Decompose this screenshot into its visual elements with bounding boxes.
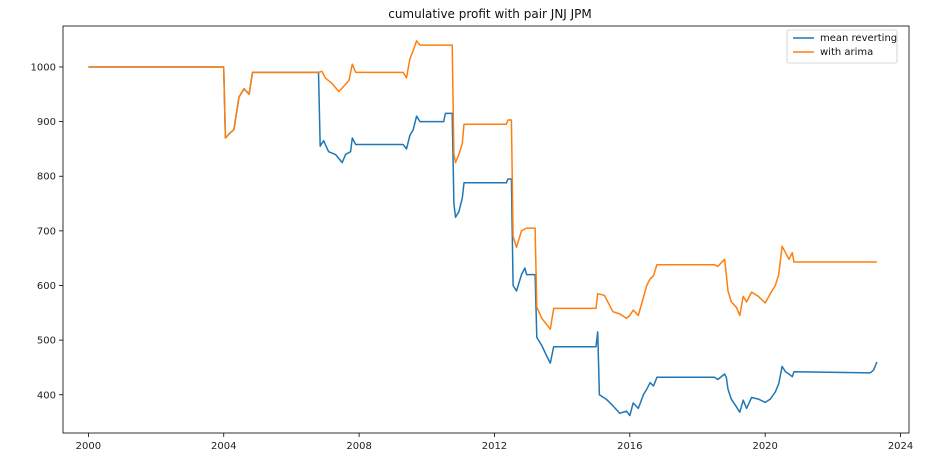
series-line-mean-reverting <box>88 66 878 417</box>
series-line-with-arima <box>88 40 877 330</box>
x-tick-label: 2004 <box>211 441 236 452</box>
y-axis: 400 500 600 700 800 900 1000 <box>31 62 63 401</box>
plot-area-frame <box>62 25 910 434</box>
x-tick-label: 2016 <box>617 441 642 452</box>
legend-label-with-arima: with arima <box>820 47 873 58</box>
y-tick-label: 700 <box>37 226 56 237</box>
x-axis: 2000 2004 2008 2012 2016 2020 2024 <box>76 433 913 452</box>
plot-lines <box>88 40 878 417</box>
y-tick-label: 900 <box>37 117 56 128</box>
legend-label-mean-reverting: mean reverting <box>820 33 897 44</box>
y-tick-label: 400 <box>37 390 56 401</box>
x-tick-label: 2008 <box>346 441 371 452</box>
x-tick-label: 2012 <box>482 441 507 452</box>
y-tick-label: 800 <box>37 172 56 183</box>
legend-box <box>786 29 898 64</box>
y-tick-label: 500 <box>37 336 56 347</box>
chart-title: cumulative profit with pair JNJ JPM <box>388 7 592 21</box>
x-tick-label: 2000 <box>76 441 101 452</box>
y-tick-label: 600 <box>37 281 56 292</box>
legend: mean reverting with arima <box>786 29 898 64</box>
y-tick-label: 1000 <box>31 62 56 73</box>
x-tick-label: 2024 <box>888 441 913 452</box>
x-tick-label: 2020 <box>752 441 777 452</box>
